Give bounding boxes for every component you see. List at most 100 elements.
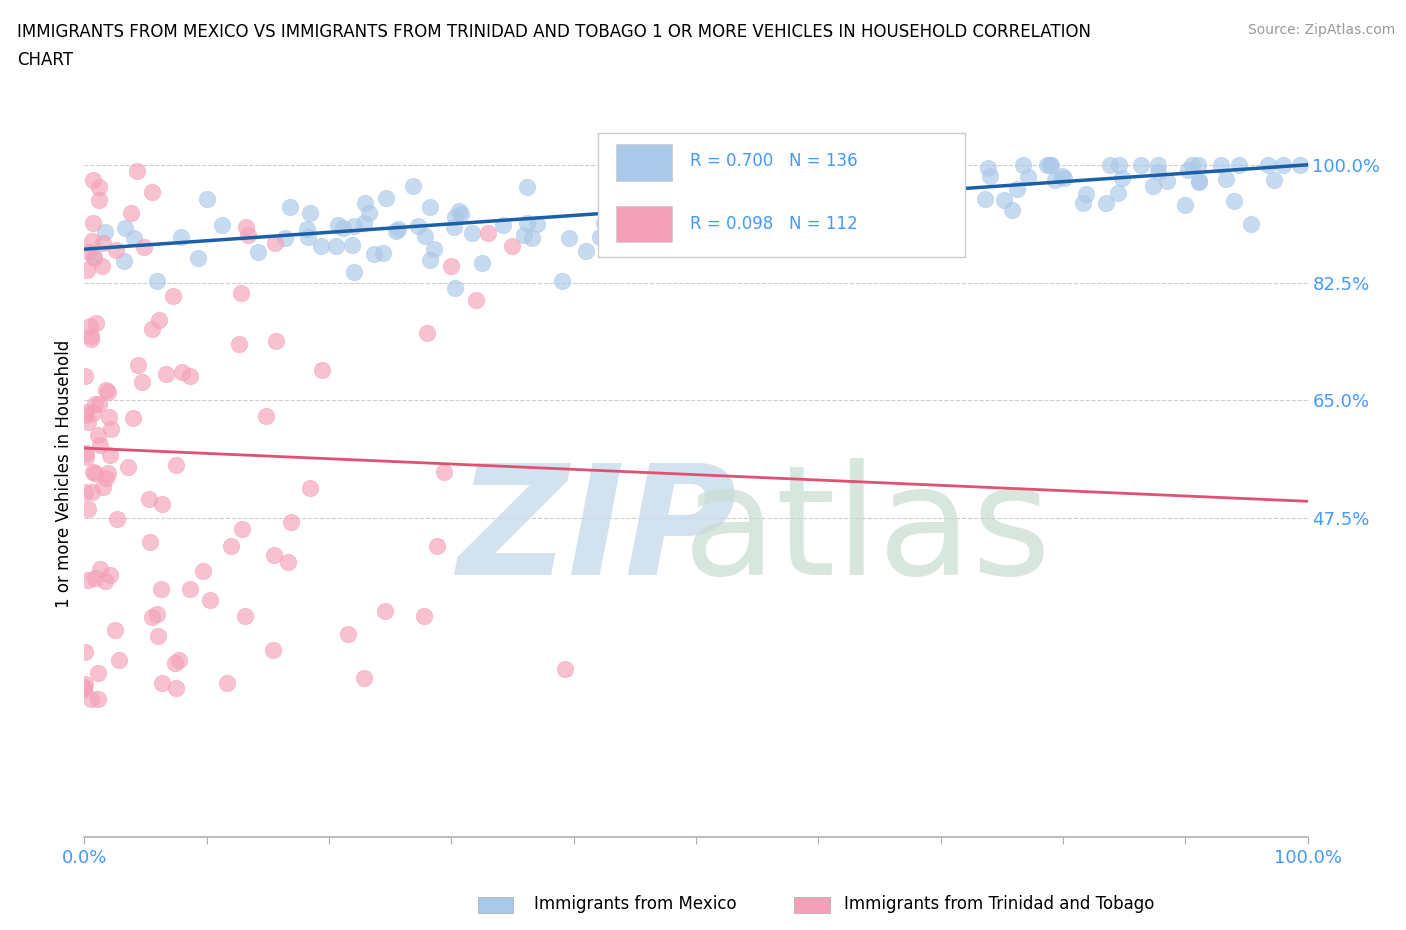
Point: [94, 471, 117, 485]
Point: [1108, 158, 1130, 173]
Point: [94, 574, 117, 589]
Point: [423, 242, 446, 257]
Point: [217, 675, 239, 690]
Point: [87, 665, 110, 680]
Point: [107, 653, 129, 668]
Point: [179, 582, 201, 597]
Point: [787, 175, 810, 190]
Point: [228, 337, 250, 352]
Point: [464, 292, 486, 307]
Y-axis label: 1 or more Vehicles in Household: 1 or more Vehicles in Household: [55, 340, 73, 608]
Point: [73, 682, 96, 697]
Point: [87, 193, 110, 207]
Point: [522, 231, 544, 246]
Point: [83, 465, 105, 480]
Point: [76, 415, 98, 430]
Point: [353, 671, 375, 685]
Point: [280, 515, 302, 530]
Point: [1147, 165, 1170, 179]
Point: [613, 233, 636, 248]
Point: [77, 573, 100, 588]
Point: [73, 368, 96, 383]
Point: [416, 326, 439, 340]
Point: [471, 255, 494, 270]
Point: [155, 366, 177, 381]
Point: [236, 227, 259, 242]
Point: [167, 652, 190, 667]
Point: [170, 229, 193, 244]
Point: [112, 254, 135, 269]
Point: [75, 405, 97, 419]
Point: [589, 230, 612, 245]
Point: [787, 196, 810, 211]
Point: [558, 231, 581, 246]
Point: [150, 676, 173, 691]
Point: [235, 219, 257, 234]
Point: [669, 230, 692, 245]
Point: [993, 193, 1015, 207]
Point: [246, 245, 269, 259]
Text: Immigrants from Trinidad and Tobago: Immigrants from Trinidad and Tobago: [844, 895, 1154, 913]
Point: [103, 622, 125, 637]
Point: [363, 246, 385, 261]
Point: [77, 501, 100, 516]
Text: R = 0.098   N = 112: R = 0.098 N = 112: [690, 215, 858, 233]
Point: [254, 408, 277, 423]
Point: [749, 240, 772, 255]
Point: [145, 607, 167, 622]
Point: [165, 681, 187, 696]
Point: [91, 259, 114, 273]
Point: [406, 219, 429, 233]
Point: [139, 535, 162, 550]
Point: [827, 186, 849, 201]
Point: [721, 172, 744, 187]
Point: [97, 384, 120, 399]
Point: [132, 240, 155, 255]
Point: [354, 196, 377, 211]
Point: [842, 183, 865, 198]
Point: [141, 609, 163, 624]
Point: [707, 166, 730, 180]
Point: [89, 561, 111, 576]
Point: [148, 312, 170, 327]
Point: [419, 200, 441, 215]
Point: [910, 158, 932, 173]
Point: [229, 286, 252, 300]
Point: [80, 234, 103, 249]
Point: [1177, 163, 1199, 178]
Point: [628, 179, 651, 194]
Point: [492, 218, 515, 232]
Point: [433, 465, 456, 480]
Point: [295, 221, 318, 236]
Point: [444, 209, 467, 224]
Point: [1271, 158, 1294, 173]
Point: [131, 375, 153, 390]
Point: [141, 185, 163, 200]
Point: [150, 497, 173, 512]
Point: [526, 217, 548, 232]
Point: [387, 222, 409, 237]
Point: [127, 164, 149, 179]
Point: [749, 210, 772, 225]
Point: [612, 167, 634, 182]
Point: [974, 192, 997, 206]
Point: [977, 160, 1000, 175]
Point: [73, 680, 96, 695]
Point: [274, 231, 297, 246]
Point: [1222, 193, 1244, 208]
Point: [89, 438, 111, 453]
Point: [450, 206, 472, 221]
Point: [82, 405, 104, 420]
FancyBboxPatch shape: [598, 133, 965, 257]
Point: [211, 218, 233, 232]
Point: [1188, 175, 1211, 190]
Point: [343, 265, 366, 280]
Point: [82, 173, 104, 188]
Point: [124, 231, 146, 246]
Point: [150, 582, 173, 597]
Point: [780, 161, 803, 176]
Point: [299, 206, 322, 220]
Point: [593, 216, 616, 231]
Point: [693, 158, 716, 173]
Point: [262, 643, 284, 658]
